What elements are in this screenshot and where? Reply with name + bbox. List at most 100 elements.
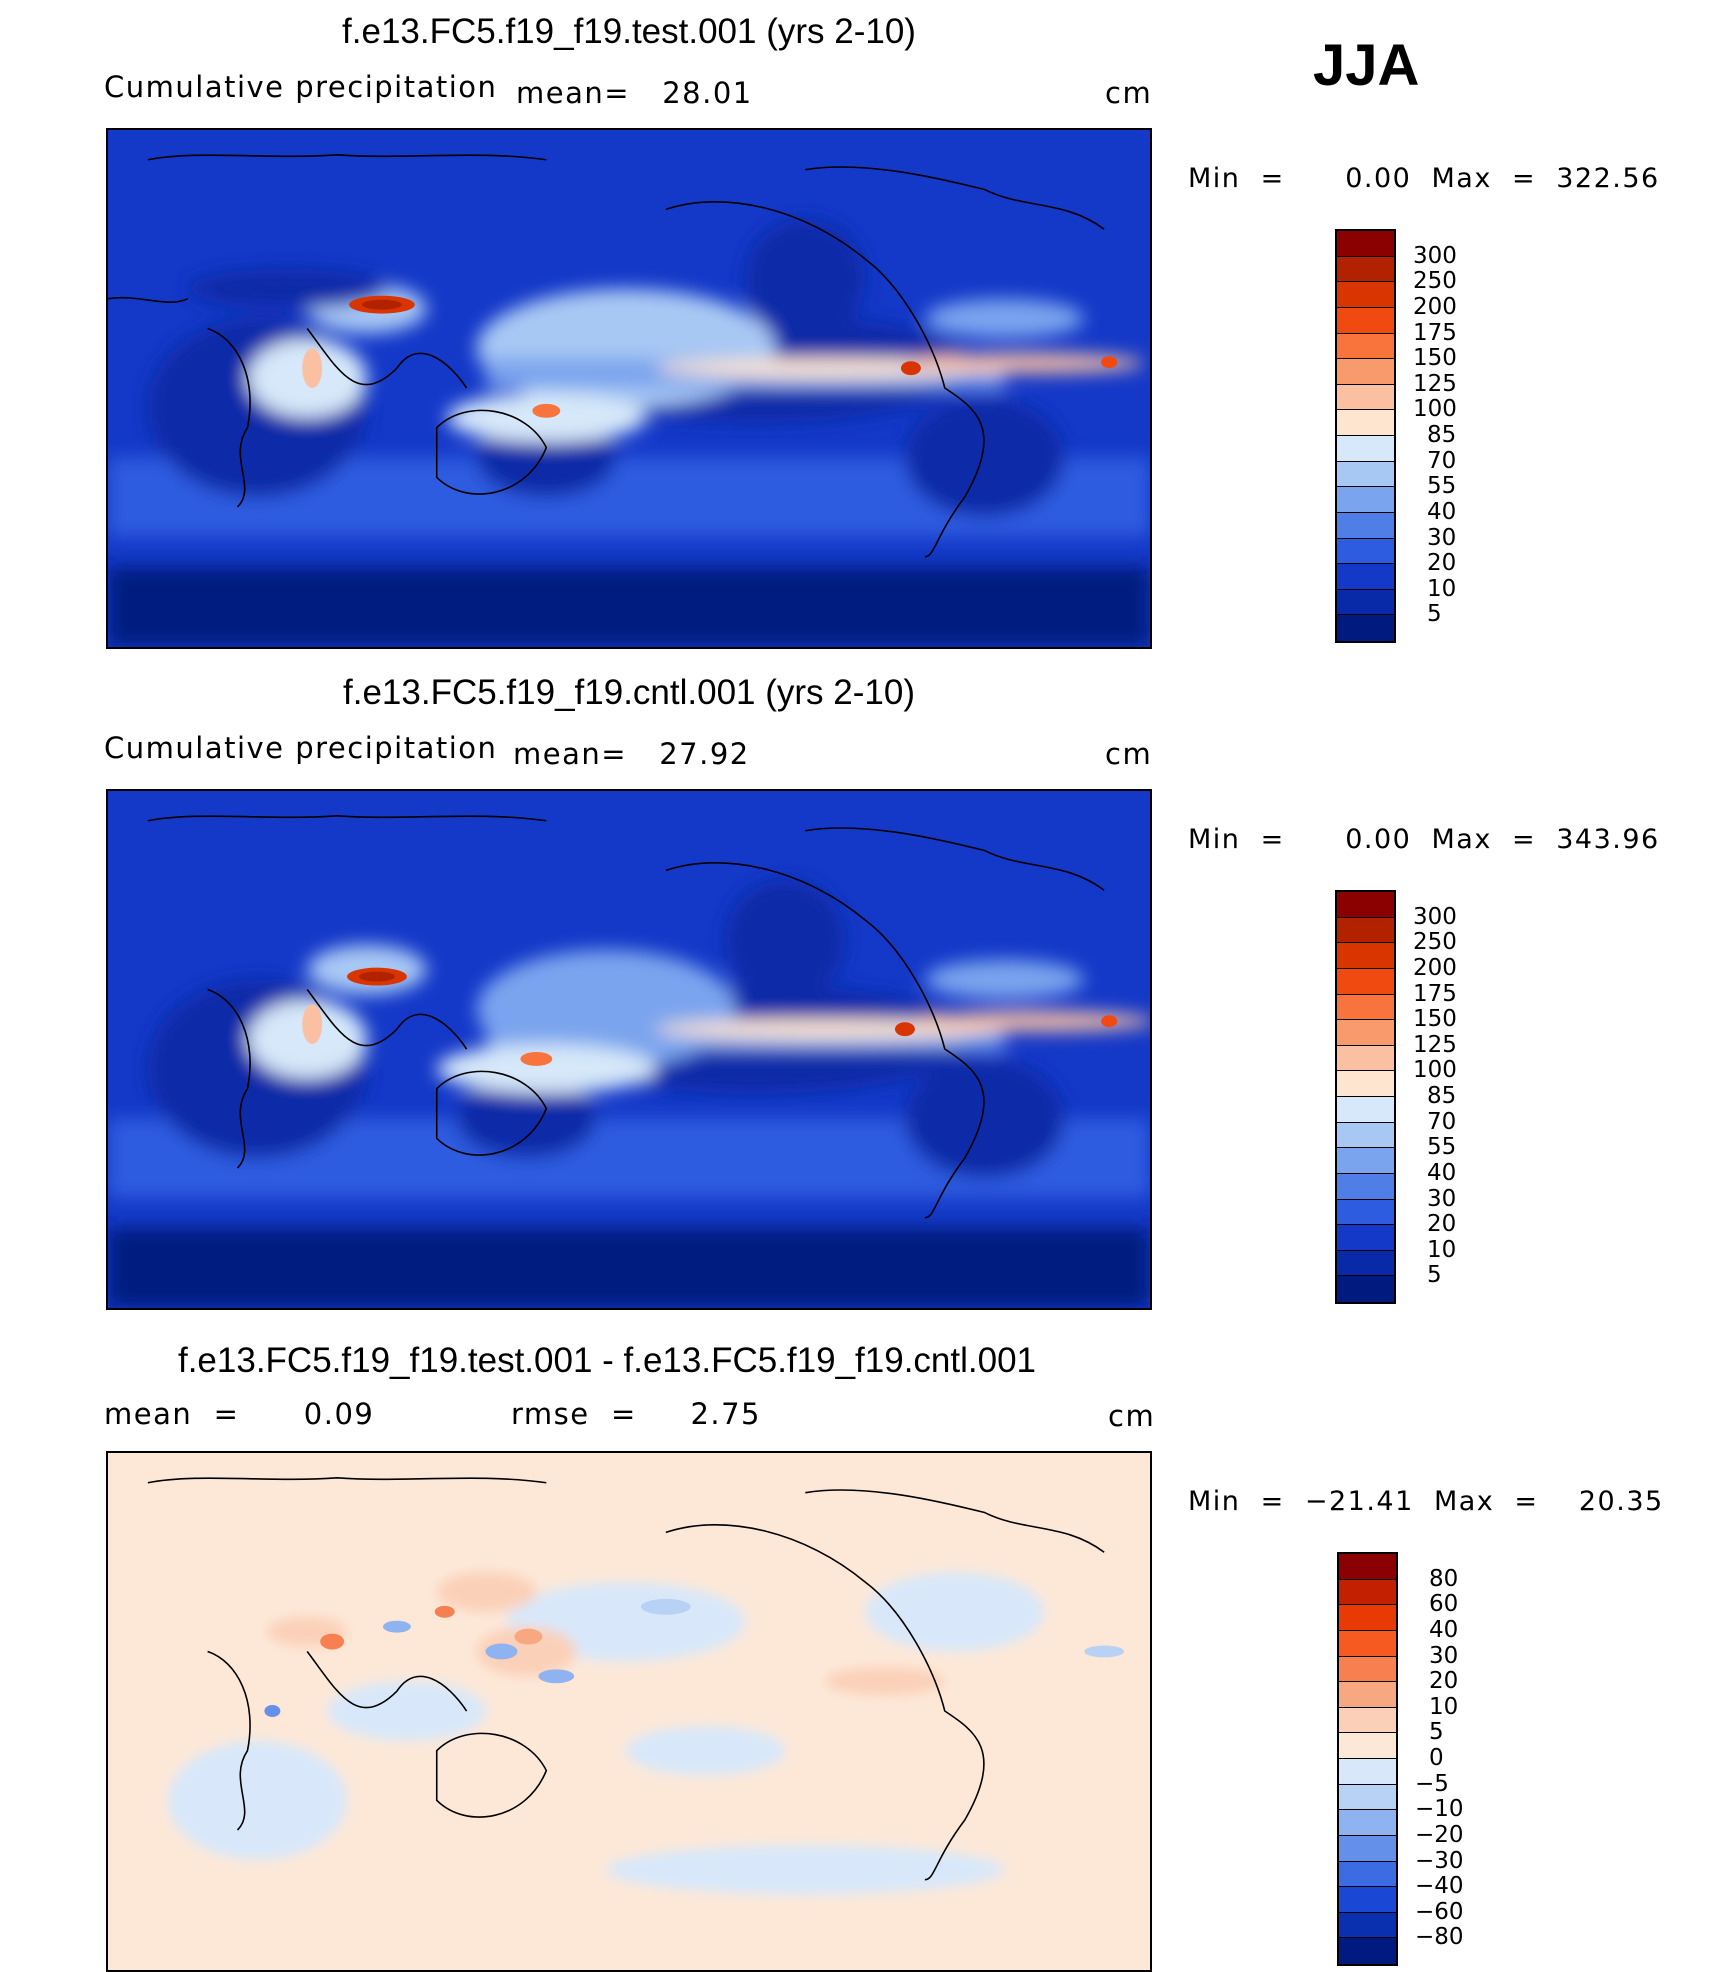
colorbar-swatch <box>1339 1784 1396 1811</box>
colorbar-tick-label: 100 <box>1413 396 1457 423</box>
colorbar-tick-label: 200 <box>1413 954 1457 981</box>
colorbar-tick-label: 300 <box>1413 903 1457 930</box>
panel-1-units: cm <box>1105 76 1153 110</box>
colorbar-tick-label: 0 <box>1429 1745 1444 1771</box>
colorbar-swatch <box>1339 1579 1396 1606</box>
colorbar-swatch <box>1339 1887 1396 1913</box>
colorbar-tick-label: −30 <box>1415 1847 1464 1874</box>
colorbar-swatch <box>1337 1071 1394 1097</box>
colorbar-tick-label: 5 <box>1429 1719 1444 1746</box>
precip-map-test <box>108 130 1150 647</box>
panel-3-colorbar <box>1337 1552 1398 1966</box>
panel-1-minmax: Min = 0.00 Max = 322.56 <box>1188 163 1660 194</box>
colorbar-tick-label: 40 <box>1427 1159 1457 1186</box>
colorbar-swatch <box>1337 538 1394 565</box>
colorbar-swatch <box>1339 1630 1396 1657</box>
colorbar-swatch <box>1339 1554 1396 1580</box>
colorbar-swatch <box>1337 512 1394 539</box>
colorbar-tick-label: 70 <box>1427 1108 1457 1135</box>
colorbar-swatch <box>1339 1938 1396 1964</box>
colorbar-tick-label: −10 <box>1415 1796 1464 1823</box>
colorbar-swatch <box>1339 1707 1396 1734</box>
panel-3-mean: mean = 0.09 <box>104 1397 375 1431</box>
panel-3-map <box>106 1451 1152 1972</box>
colorbar-tick-label: 125 <box>1413 1031 1457 1058</box>
colorbar-swatch <box>1337 282 1394 308</box>
colorbar-tick-label: 10 <box>1427 575 1457 602</box>
colorbar-tick-label: 100 <box>1413 1057 1457 1084</box>
colorbar-tick-label: 10 <box>1427 1236 1457 1263</box>
colorbar-tick-label: 250 <box>1413 929 1457 956</box>
colorbar-swatch <box>1339 1605 1396 1631</box>
colorbar-swatch <box>1337 1045 1394 1072</box>
colorbar-swatch <box>1337 256 1394 283</box>
colorbar-tick-label: −60 <box>1415 1898 1464 1925</box>
colorbar-tick-label: 5 <box>1427 601 1442 628</box>
colorbar-tick-label: 55 <box>1427 1134 1457 1161</box>
panel-2-left-label: Cumulative precipitation <box>104 731 498 765</box>
panel-1-map <box>106 128 1152 649</box>
colorbar-tick-label: 40 <box>1429 1616 1459 1643</box>
colorbar-tick-label: 85 <box>1427 422 1457 448</box>
colorbar-tick-label: 200 <box>1413 293 1457 320</box>
colorbar-swatch <box>1337 487 1394 513</box>
colorbar-tick-label: 30 <box>1427 1185 1457 1212</box>
colorbar-tick-label: 60 <box>1429 1591 1459 1618</box>
colorbar-swatch <box>1337 1250 1394 1277</box>
colorbar-tick-label: 30 <box>1427 524 1457 551</box>
colorbar-tick-label: 175 <box>1413 319 1457 346</box>
colorbar-swatch <box>1337 359 1394 385</box>
panel-2-units: cm <box>1105 737 1153 771</box>
colorbar-tick-label: −40 <box>1415 1873 1464 1900</box>
colorbar-swatch <box>1337 968 1394 995</box>
colorbar-swatch <box>1337 892 1394 918</box>
panel-1-stat: mean= 28.01 <box>516 76 753 110</box>
colorbar-swatch <box>1337 384 1394 411</box>
colorbar-tick-label: 5 <box>1427 1262 1442 1289</box>
colorbar-tick-label: 70 <box>1427 447 1457 474</box>
colorbar-swatch <box>1337 1122 1394 1149</box>
panel-1-left-label: Cumulative precipitation <box>104 70 498 104</box>
panel-3-minmax: Min = −21.41 Max = 20.35 <box>1188 1486 1664 1517</box>
colorbar-tick-label: 20 <box>1429 1668 1459 1695</box>
colorbar-tick-label: 175 <box>1413 980 1457 1007</box>
colorbar-tick-label: 40 <box>1427 498 1457 525</box>
colorbar-swatch <box>1337 1225 1394 1251</box>
colorbar-tick-label: 10 <box>1429 1693 1459 1720</box>
precip-map-cntl <box>108 791 1150 1308</box>
colorbar-tick-label: 125 <box>1413 370 1457 397</box>
colorbar-swatch <box>1337 436 1394 462</box>
colorbar-swatch <box>1339 1810 1396 1836</box>
colorbar-swatch <box>1339 1682 1396 1708</box>
colorbar-swatch <box>1337 1173 1394 1200</box>
panel-2-colorbar <box>1335 890 1396 1304</box>
precip-diff-map <box>108 1453 1150 1970</box>
colorbar-tick-label: 250 <box>1413 268 1457 295</box>
colorbar-tick-label: 300 <box>1413 242 1457 269</box>
panel-1-colorbar <box>1335 229 1396 643</box>
colorbar-swatch <box>1339 1759 1396 1785</box>
colorbar-swatch <box>1337 589 1394 616</box>
colorbar-tick-label: 150 <box>1413 1006 1457 1033</box>
colorbar-swatch <box>1337 1020 1394 1046</box>
colorbar-tick-label: 150 <box>1413 345 1457 372</box>
panel-2-minmax: Min = 0.00 Max = 343.96 <box>1188 824 1660 855</box>
colorbar-swatch <box>1337 564 1394 590</box>
colorbar-swatch <box>1337 410 1394 436</box>
colorbar-tick-label: 55 <box>1427 473 1457 500</box>
colorbar-swatch <box>1337 917 1394 944</box>
panel-1-title: f.e13.FC5.f19_f19.test.001 (yrs 2-10) <box>342 12 916 51</box>
colorbar-tick-label: 30 <box>1429 1642 1459 1669</box>
colorbar-swatch <box>1337 1097 1394 1123</box>
colorbar-swatch <box>1337 231 1394 257</box>
colorbar-swatch <box>1337 615 1394 641</box>
colorbar-tick-label: −5 <box>1415 1770 1449 1797</box>
colorbar-swatch <box>1337 1199 1394 1226</box>
colorbar-swatch <box>1337 307 1394 334</box>
colorbar-swatch <box>1337 994 1394 1021</box>
colorbar-swatch <box>1339 1912 1396 1939</box>
panel-2-stat: mean= 27.92 <box>513 737 750 771</box>
colorbar-tick-label: −20 <box>1415 1821 1464 1848</box>
colorbar-swatch <box>1339 1861 1396 1888</box>
colorbar-swatch <box>1337 1276 1394 1302</box>
